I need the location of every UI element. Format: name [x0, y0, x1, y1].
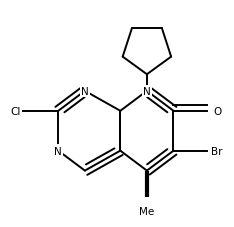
Text: N: N	[143, 86, 151, 96]
Text: O: O	[213, 106, 222, 116]
Text: Me: Me	[139, 206, 154, 216]
Text: Br: Br	[211, 146, 223, 156]
Text: N: N	[143, 86, 151, 96]
Text: Cl: Cl	[10, 106, 21, 116]
Text: N: N	[81, 86, 89, 96]
Text: N: N	[55, 146, 62, 156]
